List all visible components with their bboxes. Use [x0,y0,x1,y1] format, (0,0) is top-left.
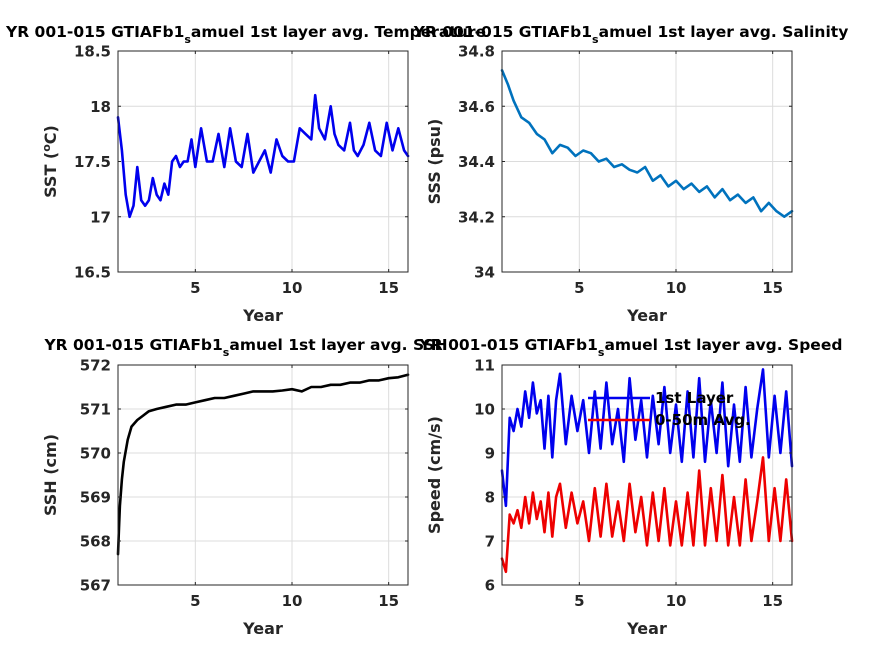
y-tick-label: 16.5 [74,264,111,282]
series-line-2 [500,456,794,574]
y-tick-label: 567 [80,577,111,595]
legend-label-1: 1st Layer [655,389,734,407]
y-axis-label: Speed (cm/s) [425,416,444,534]
y-tick-label: 34.6 [458,98,495,116]
x-axis-label: Year [626,306,667,325]
y-tick-label: 572 [80,357,111,375]
chart-title: YR 001-015 GTIAFb1samuel 1st layer avg. … [419,336,843,359]
y-tick-label: 9 [485,445,495,463]
chart-title-part: YR 001-015 GTIAFb1 [5,23,184,41]
x-tick-label: 15 [762,279,783,297]
x-tick-label: 10 [666,279,687,297]
y-axis-label-part: C) [41,125,60,144]
chart-title-part: amuel 1st layer avg. Salinity [599,23,849,41]
x-tick-label: 10 [282,592,303,610]
y-tick-label: 7 [485,533,495,551]
x-axis-label: Year [242,619,283,638]
series-line-1 [500,69,794,218]
chart-title-part: YR 001-015 GTIAFb1 [43,336,222,354]
x-axis-label: Year [242,306,283,325]
y-tick-label: 34.8 [458,43,495,61]
chart-title-subscript: s [223,346,230,359]
x-tick-label: 15 [378,279,399,297]
y-tick-label: 11 [474,357,495,375]
y-tick-label: 568 [80,533,111,551]
x-tick-label: 10 [282,279,303,297]
plot-area [118,365,408,585]
y-tick-label: 18 [90,98,111,116]
y-tick-label: 6 [485,577,495,595]
y-axis-label: SSH (cm) [41,434,60,516]
y-tick-label: 571 [80,401,111,419]
y-tick-label: 569 [80,489,111,507]
y-axis-label: SSS (psu) [425,119,444,205]
chart-title: YR 001-015 GTIAFb1samuel 1st layer avg. … [43,336,447,359]
y-tick-label: 18.5 [74,43,111,61]
legend-label-2: 0-50m Avg. [655,411,751,429]
chart-title-part: amuel 1st layer avg. Temperature [191,23,486,41]
x-tick-label: 15 [378,592,399,610]
chart-title-subscript: s [598,346,605,359]
y-tick-label: 17.5 [74,153,111,171]
x-tick-label: 5 [190,279,200,297]
x-tick-label: 5 [574,279,584,297]
chart-title: YR 001-015 GTIAFb1samuel 1st layer avg. … [5,23,486,46]
chart-title-part: YR 001-015 GTIAFb1 [413,23,592,41]
x-tick-label: 5 [574,592,584,610]
y-axis-label: SST (oC) [40,125,60,198]
x-tick-label: 15 [762,592,783,610]
y-tick-label: 34 [474,264,495,282]
y-tick-label: 17 [90,208,111,226]
x-tick-label: 10 [666,592,687,610]
chart-panel-4: 5 10 15 6 7 8 9 10 11 Year Speed (cm/s) YR 001-015 … [419,336,843,638]
series-line-1 [500,368,794,508]
chart-title: YR 001-015 GTIAFb1samuel 1st layer avg. … [413,23,849,46]
y-tick-label: 10 [474,401,495,419]
y-axis-label-superscript: o [40,144,53,152]
chart-title-part: YR 001-015 GTIAFb1 [419,336,598,354]
series-line-1 [116,93,410,219]
y-axis-label-part: SST ( [41,152,60,198]
y-tick-label: 570 [80,445,111,463]
axes-box [117,364,409,586]
chart-panel-1: 5 10 15 16.5 17 17.5 18 18.5 Year SST (oC) YR 001-… [5,23,486,325]
chart-panel-2: 5 10 15 34 34.2 34.4 34.6 34.8 Year SSS (psu) YR 0… [413,23,849,325]
x-tick-label: 5 [190,592,200,610]
series-line-1 [116,373,410,556]
y-tick-label: 8 [485,489,495,507]
legend: 1st Layer 0-50m Avg. [588,389,751,429]
y-tick-label: 34.4 [458,153,495,171]
x-axis-label: Year [626,619,667,638]
chart-panel-3: 5 10 15 567 568 569 570 571 572 Year SSH (cm) YR 00… [41,336,448,638]
chart-title-subscript: s [184,33,191,46]
axes-box [501,364,793,586]
y-tick-label: 34.2 [458,208,495,226]
chart-title-part: amuel 1st layer avg. Speed [604,336,842,354]
chart-title-part: amuel 1st layer avg. SSH [229,336,447,354]
chart-title-subscript: s [592,33,599,46]
